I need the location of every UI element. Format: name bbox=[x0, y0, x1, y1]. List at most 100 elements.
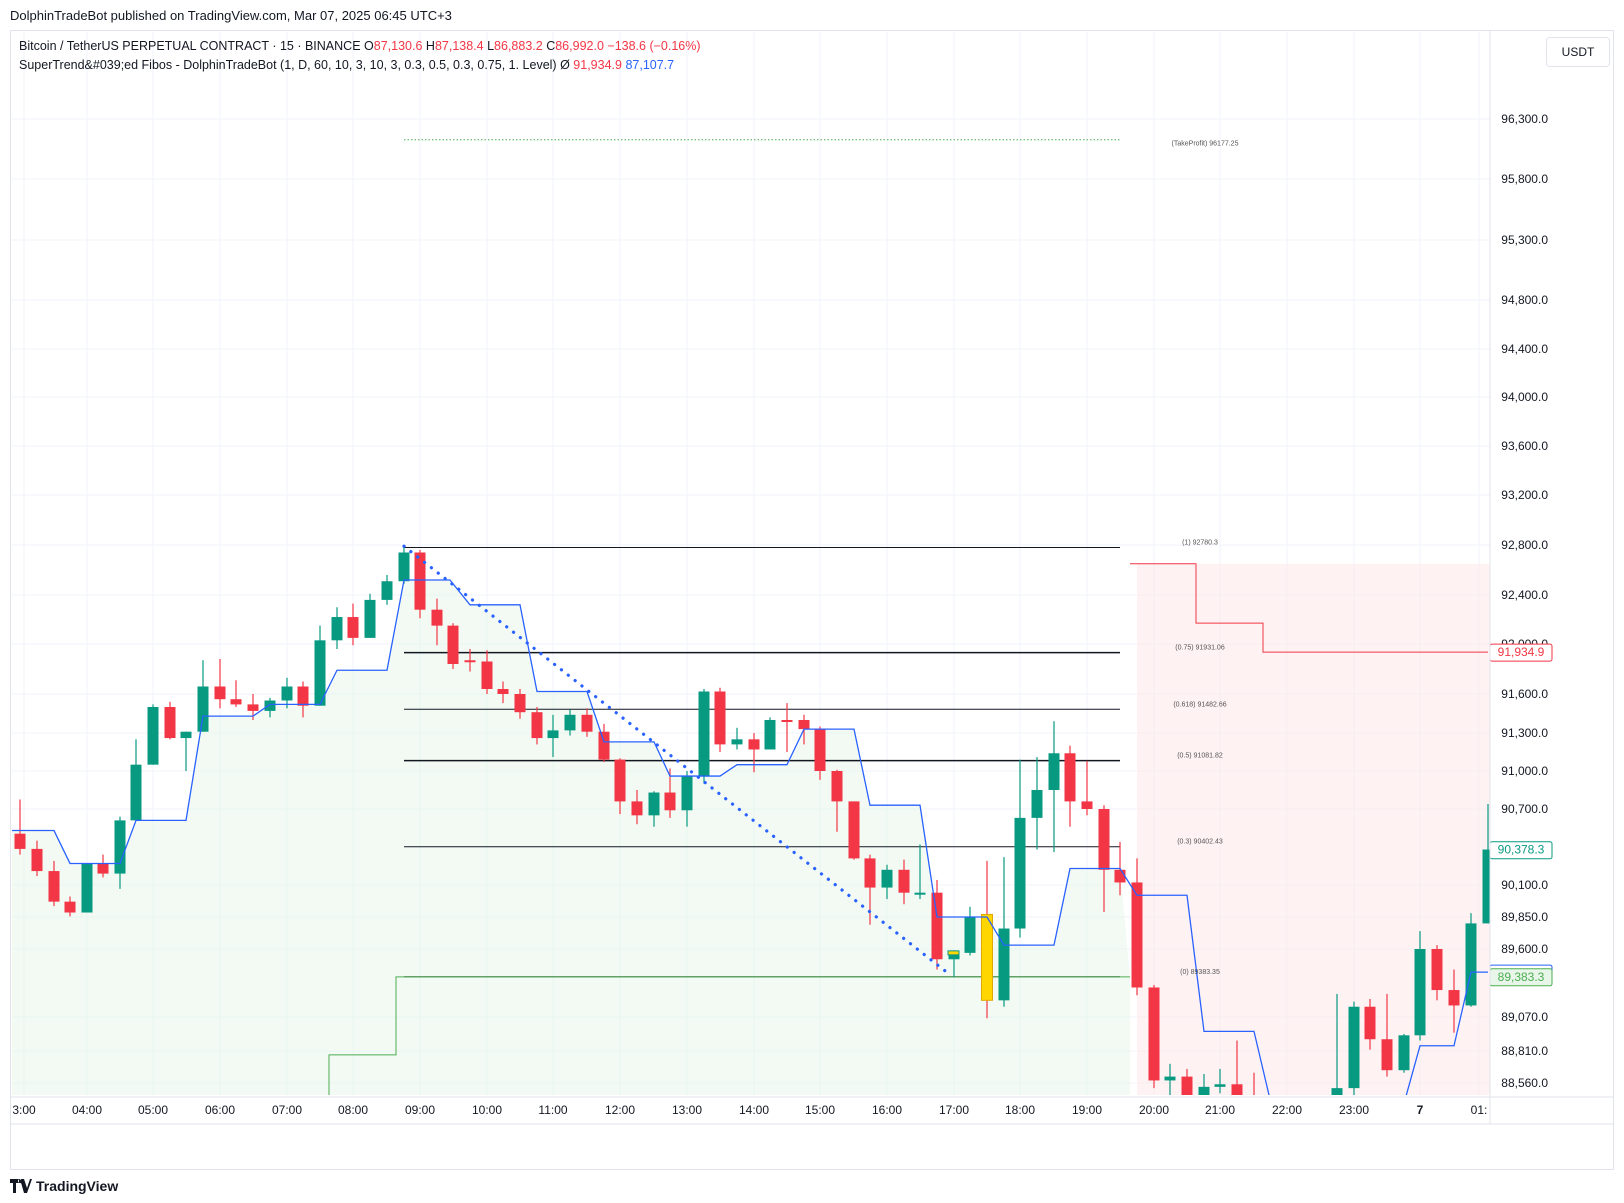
candle-body-71 bbox=[1198, 1086, 1210, 1095]
candle-body-9 bbox=[164, 707, 176, 739]
currency-button[interactable]: USDT bbox=[1546, 37, 1610, 67]
candle-body-8 bbox=[147, 707, 159, 765]
y-tick-15: 90,100.0 bbox=[1501, 878, 1548, 892]
candle-body-40 bbox=[681, 776, 693, 811]
fib-label-1: (0.75) 91931.06 bbox=[1175, 645, 1225, 652]
open-value: 87,130.6 bbox=[373, 39, 423, 53]
candle-body-82 bbox=[1448, 990, 1460, 1006]
candle-body-6 bbox=[114, 820, 126, 874]
y-tick-5: 94,000.0 bbox=[1501, 390, 1548, 404]
y-tick-13: 91,000.0 bbox=[1501, 764, 1548, 778]
candle-body-10 bbox=[180, 731, 192, 739]
candle-body-59 bbox=[998, 928, 1010, 1001]
y-tick-4: 94,400.0 bbox=[1501, 342, 1548, 356]
price-label-1: 90,378.3 bbox=[1498, 843, 1545, 857]
candle-body-13 bbox=[230, 699, 242, 705]
symbol-legend: Bitcoin / TetherUS PERPETUAL CONTRACT · … bbox=[19, 39, 701, 53]
candle-body-56 bbox=[948, 952, 960, 960]
candle-body-54 bbox=[914, 892, 926, 895]
support-step-line bbox=[328, 976, 1130, 1095]
candle-body-68 bbox=[1148, 987, 1160, 1081]
candle-marker bbox=[947, 950, 960, 956]
candle-body-23 bbox=[398, 552, 410, 582]
candle-body-55 bbox=[931, 892, 943, 960]
candle-body-41 bbox=[698, 691, 710, 777]
chart-frame bbox=[10, 30, 1614, 1170]
bear-zone-fill bbox=[1137, 563, 1490, 1095]
candle-body-36 bbox=[614, 759, 626, 802]
symbol-name[interactable]: Bitcoin / TetherUS PERPETUAL CONTRACT · … bbox=[19, 39, 361, 53]
candle-body-20 bbox=[347, 617, 359, 638]
candle-body-73 bbox=[1231, 1084, 1243, 1095]
candle-body-49 bbox=[831, 771, 843, 802]
fib-label-2: (0.618) 91482.66 bbox=[1173, 701, 1226, 708]
candle-body-51 bbox=[864, 858, 876, 888]
x-tick-3: 06:00 bbox=[205, 1103, 235, 1117]
candle-body-7 bbox=[130, 764, 142, 821]
x-tick-6: 09:00 bbox=[405, 1103, 435, 1117]
publisher-line: DolphinTradeBot published on TradingView… bbox=[10, 8, 452, 23]
x-tick-4: 07:00 bbox=[272, 1103, 302, 1117]
change-value: −138.6 (−0.16%) bbox=[607, 39, 701, 53]
x-tick-8: 11:00 bbox=[538, 1103, 567, 1117]
candle-body-29 bbox=[497, 689, 509, 694]
candle-body-37 bbox=[631, 801, 643, 816]
candle-body-28 bbox=[481, 661, 493, 689]
fib-label-3: (0.5) 91081.82 bbox=[1177, 753, 1223, 760]
candle-body-48 bbox=[814, 729, 826, 771]
fib-label-0: (1) 92780.3 bbox=[1182, 539, 1218, 546]
candle-body-66 bbox=[1114, 869, 1126, 883]
x-tick-5: 08:00 bbox=[338, 1103, 368, 1117]
close-label: C bbox=[546, 39, 556, 53]
high-value: 87,138.4 bbox=[434, 39, 484, 53]
candle-body-22 bbox=[381, 581, 393, 600]
x-tick-2: 05:00 bbox=[138, 1103, 168, 1117]
candle-body-74 bbox=[1249, 1103, 1260, 1106]
x-tick-0: 3:00 bbox=[12, 1103, 36, 1117]
indicator-name[interactable]: SuperTrend&#039;ed Fibos - DolphinTradeB… bbox=[19, 58, 557, 72]
candle-body-38 bbox=[648, 792, 660, 816]
y-tick-18: 89,070.0 bbox=[1501, 1010, 1548, 1024]
y-tick-6: 93,600.0 bbox=[1501, 439, 1548, 453]
y-tick-20: 88,560.0 bbox=[1501, 1076, 1548, 1090]
candle-body-63 bbox=[1064, 753, 1076, 802]
y-tick-19: 88,810.0 bbox=[1501, 1044, 1548, 1058]
candle-body-50 bbox=[848, 801, 860, 859]
tradingview-logo-icon bbox=[10, 1179, 32, 1193]
low-value: 86,883.2 bbox=[494, 39, 543, 53]
x-tick-15: 18:00 bbox=[1005, 1103, 1035, 1117]
candle-body-57 bbox=[964, 917, 976, 953]
candle-body-12 bbox=[214, 686, 226, 700]
candle-body-80 bbox=[1414, 949, 1426, 1036]
candle-body-19 bbox=[331, 617, 343, 641]
y-tick-8: 92,800.0 bbox=[1501, 538, 1548, 552]
candle-body-25 bbox=[431, 609, 443, 626]
candle-body-18 bbox=[314, 640, 326, 706]
candle-body-30 bbox=[514, 694, 526, 713]
diagonal-trend-dots bbox=[402, 544, 947, 973]
indicator-legend: SuperTrend&#039;ed Fibos - DolphinTradeB… bbox=[19, 58, 674, 72]
candle-body-35 bbox=[598, 731, 610, 760]
candle-body-58 bbox=[981, 913, 993, 1001]
candle-body-43 bbox=[731, 739, 743, 745]
candle-body-76 bbox=[1348, 1006, 1360, 1089]
tradingview-footer[interactable]: TradingView bbox=[10, 1178, 118, 1194]
plot-area bbox=[12, 139, 1490, 1106]
indicator-value-1: 91,934.9 bbox=[573, 58, 622, 72]
x-tick-20: 23:00 bbox=[1339, 1103, 1369, 1117]
candle-body-1 bbox=[31, 848, 43, 872]
take-profit-label: (TakeProfit) 96177.25 bbox=[1172, 141, 1239, 148]
x-tick-10: 13:00 bbox=[672, 1103, 702, 1117]
footer-brand: TradingView bbox=[36, 1178, 119, 1194]
y-tick-11: 91,600.0 bbox=[1501, 687, 1548, 701]
candle-body-0 bbox=[14, 833, 26, 849]
candle-body-39 bbox=[664, 792, 676, 811]
low-label: L bbox=[487, 39, 495, 53]
candle-body-70 bbox=[1181, 1076, 1193, 1095]
candle-body-42 bbox=[714, 691, 726, 745]
price-label-3: 89,383.3 bbox=[1498, 970, 1545, 984]
bull-zone-fill bbox=[12, 580, 1130, 1095]
candle-body-53 bbox=[898, 869, 910, 893]
y-tick-9: 92,400.0 bbox=[1501, 588, 1548, 602]
